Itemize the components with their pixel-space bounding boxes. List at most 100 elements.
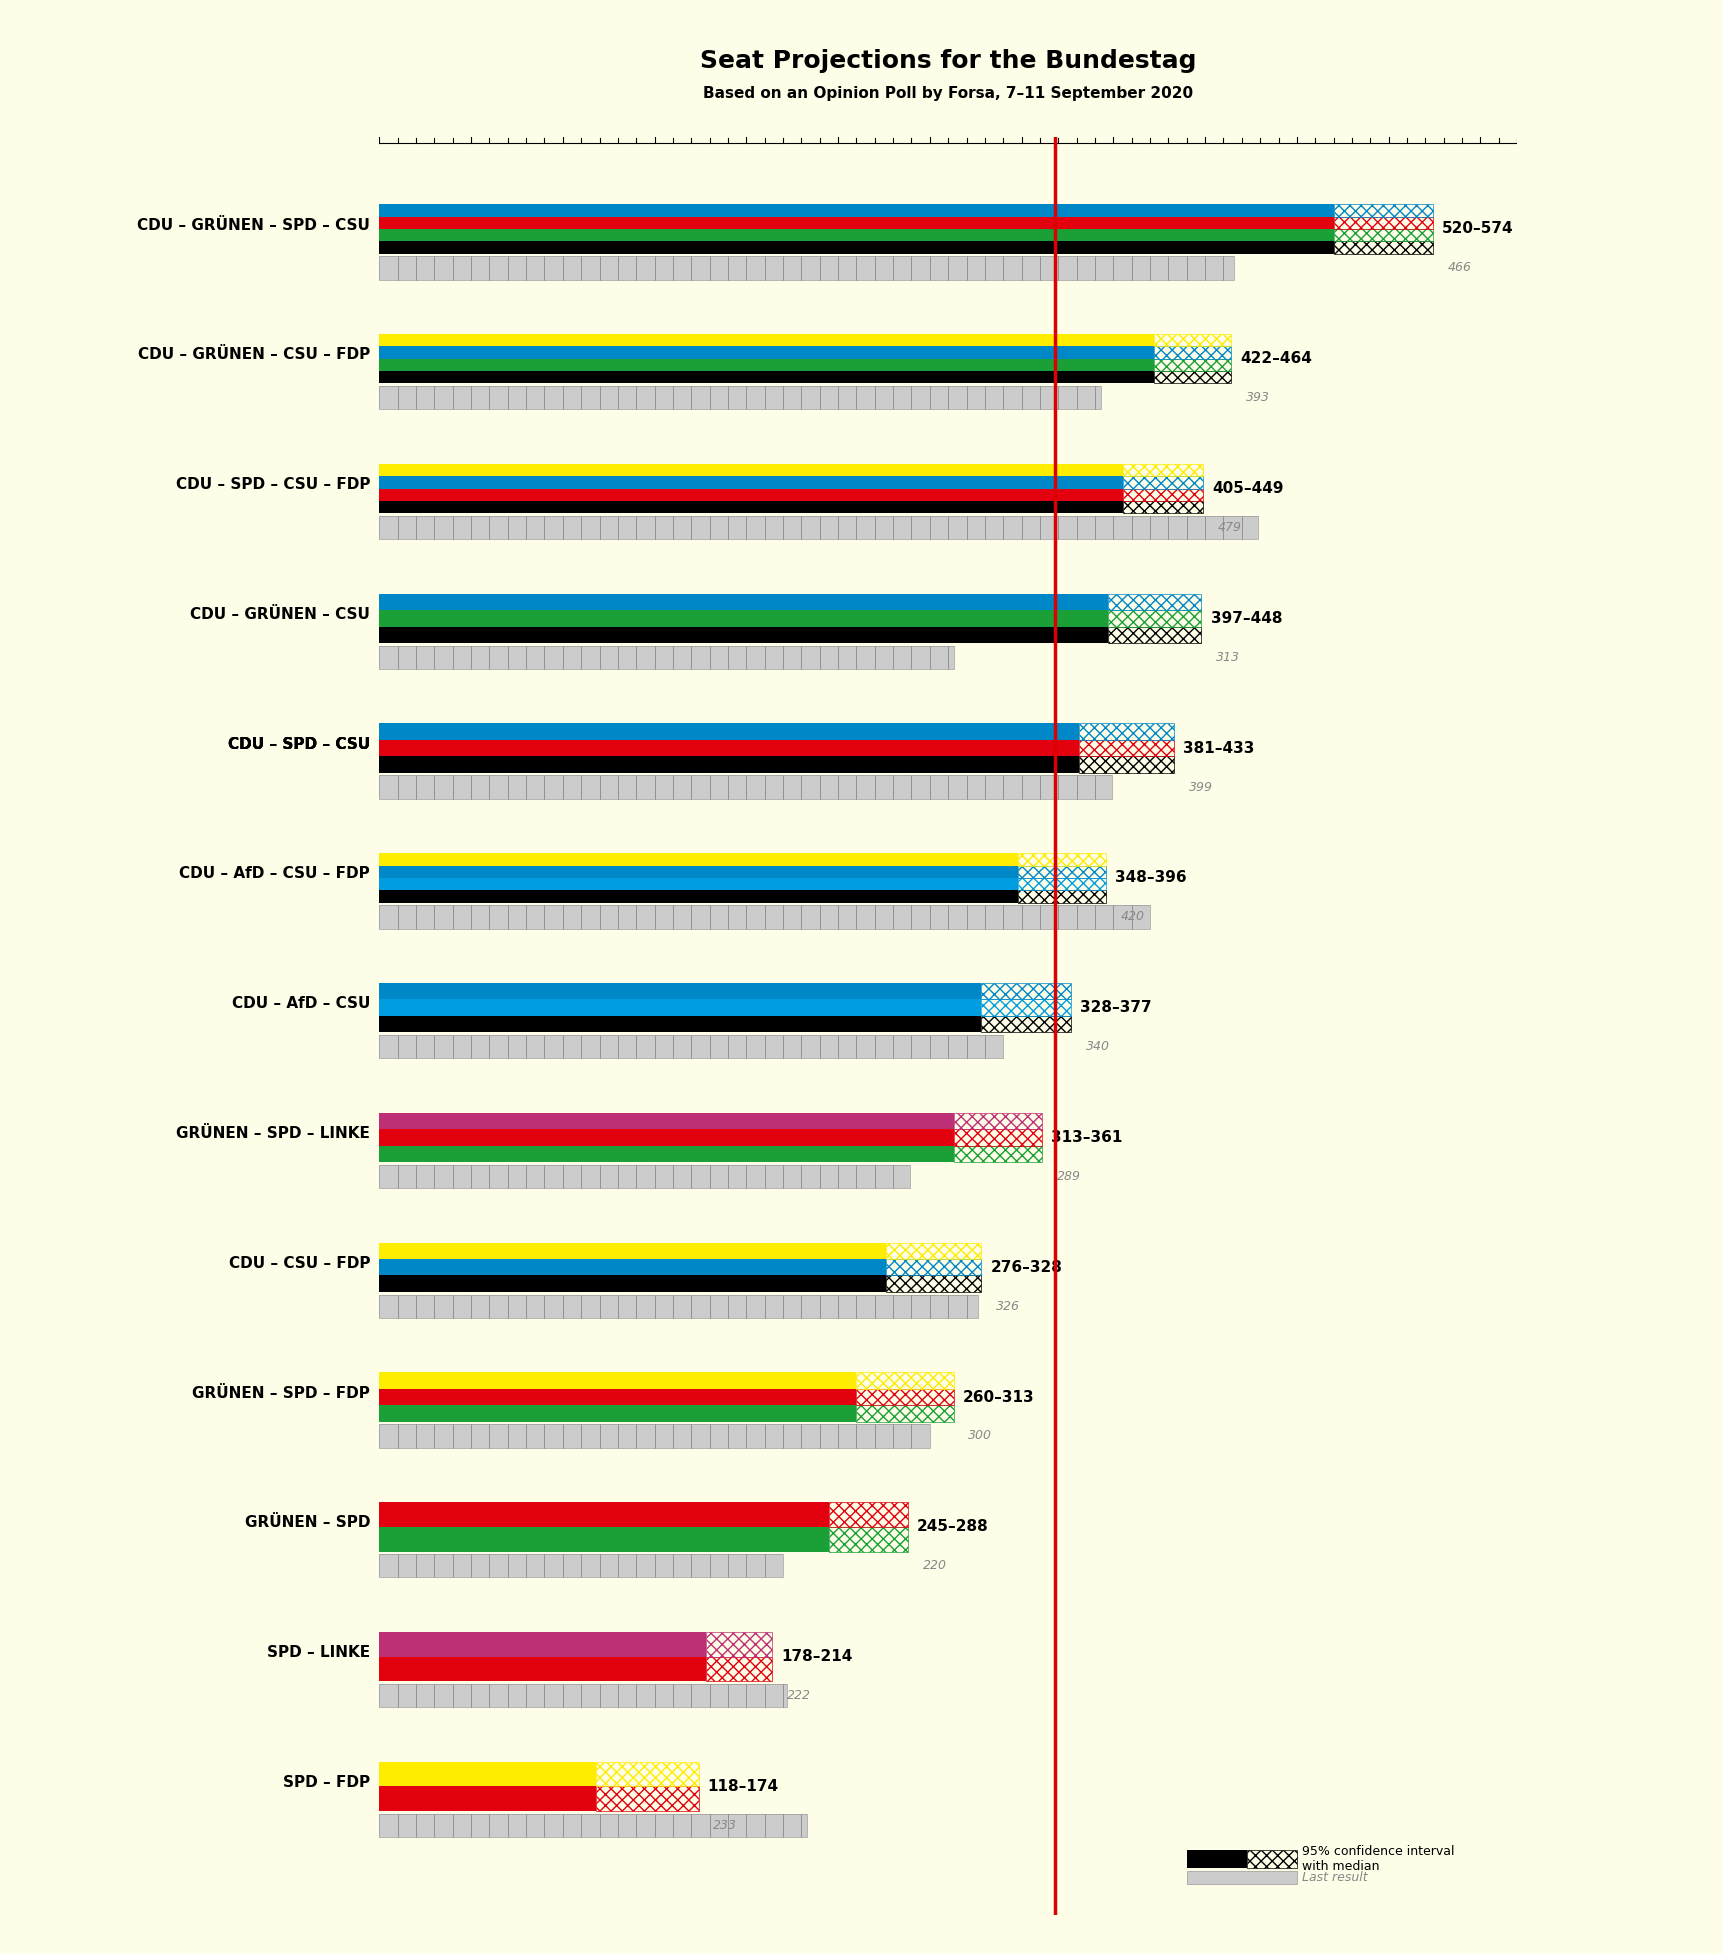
Text: 260–313: 260–313 — [963, 1389, 1034, 1405]
Bar — [1122, 500, 1203, 514]
Bar — [379, 905, 1149, 928]
Bar — [1334, 229, 1432, 240]
Bar — [379, 1657, 705, 1680]
Bar — [379, 488, 1122, 500]
Bar — [980, 998, 1070, 1016]
Text: 245–288: 245–288 — [917, 1520, 989, 1534]
Text: SPD – FDP: SPD – FDP — [283, 1774, 370, 1790]
Bar — [856, 1405, 953, 1423]
Bar — [379, 1813, 806, 1837]
Text: SPD – LINKE: SPD – LINKE — [267, 1645, 370, 1661]
Bar — [379, 1016, 980, 1032]
Bar — [886, 1276, 980, 1292]
Bar — [379, 1258, 886, 1276]
Text: 422–464: 422–464 — [1239, 352, 1311, 365]
Bar — [379, 1553, 782, 1577]
Bar — [596, 1786, 698, 1811]
Bar — [953, 1145, 1041, 1163]
Bar — [1153, 360, 1230, 371]
Bar — [829, 1503, 908, 1526]
Bar — [379, 756, 1079, 772]
Bar — [379, 387, 1099, 408]
Bar — [953, 1114, 1041, 1129]
Bar — [379, 1684, 786, 1708]
Bar — [1017, 877, 1106, 891]
Bar — [953, 1114, 1041, 1129]
Bar — [379, 905, 1149, 928]
Bar — [1153, 346, 1230, 360]
Bar — [379, 1243, 886, 1258]
Bar — [1122, 477, 1203, 488]
Bar — [379, 627, 1108, 643]
Bar — [379, 1036, 1003, 1059]
Bar — [379, 1684, 786, 1708]
Bar — [379, 360, 1153, 371]
Bar — [379, 1424, 929, 1448]
Bar — [379, 229, 1334, 240]
Bar — [379, 1165, 910, 1188]
Bar — [980, 983, 1070, 998]
Bar — [1017, 877, 1106, 891]
Bar — [379, 516, 1258, 539]
Bar — [1153, 334, 1230, 346]
Bar — [379, 500, 1122, 514]
Bar — [1017, 891, 1106, 903]
Bar — [1122, 500, 1203, 514]
Text: 381–433: 381–433 — [1182, 741, 1254, 756]
Bar — [1017, 854, 1106, 866]
Text: 220: 220 — [922, 1559, 946, 1573]
Bar — [1153, 334, 1230, 346]
Bar — [856, 1389, 953, 1405]
Bar — [1185, 1872, 1296, 1884]
Bar — [1079, 723, 1173, 741]
Bar — [705, 1632, 772, 1657]
Text: 300: 300 — [968, 1430, 992, 1442]
Bar — [705, 1632, 772, 1657]
Text: 348–396: 348–396 — [1115, 870, 1185, 885]
Bar — [379, 1786, 596, 1811]
Bar — [1122, 463, 1203, 477]
Bar — [379, 854, 1017, 866]
Bar — [379, 256, 1234, 279]
Bar — [1108, 594, 1201, 610]
Bar — [886, 1258, 980, 1276]
Bar — [1079, 756, 1173, 772]
Bar — [953, 1129, 1041, 1145]
Bar — [1108, 594, 1201, 610]
Bar — [1122, 463, 1203, 477]
Bar — [379, 1165, 910, 1188]
Bar — [1185, 1850, 1247, 1868]
Text: 479: 479 — [1216, 522, 1241, 533]
Bar — [379, 723, 1079, 741]
Bar — [379, 1294, 977, 1317]
Bar — [829, 1526, 908, 1551]
Bar — [1153, 346, 1230, 360]
Bar — [379, 387, 1099, 408]
Bar — [856, 1372, 953, 1389]
Bar — [829, 1503, 908, 1526]
Text: GRÜNEN – SPD: GRÜNEN – SPD — [245, 1516, 370, 1530]
Text: Based on an Opinion Poll by Forsa, 7–11 September 2020: Based on an Opinion Poll by Forsa, 7–11 … — [703, 86, 1192, 102]
Bar — [379, 741, 1079, 756]
Bar — [1108, 610, 1201, 627]
Bar — [1122, 488, 1203, 500]
Bar — [379, 477, 1122, 488]
Text: CDU – CSU – FDP: CDU – CSU – FDP — [229, 1256, 370, 1270]
Bar — [980, 1016, 1070, 1032]
Bar — [980, 983, 1070, 998]
Bar — [705, 1657, 772, 1680]
Bar — [1017, 866, 1106, 877]
Bar — [596, 1763, 698, 1786]
Bar — [596, 1763, 698, 1786]
Bar — [856, 1405, 953, 1423]
Bar — [379, 371, 1153, 383]
Bar — [886, 1258, 980, 1276]
Text: 289: 289 — [1056, 1170, 1080, 1182]
Bar — [1247, 1850, 1296, 1868]
Text: CDU – SPD – CSU: CDU – SPD – CSU — [227, 737, 370, 752]
Bar — [379, 1036, 1003, 1059]
Text: 313–361: 313–361 — [1051, 1129, 1122, 1145]
Bar — [1334, 240, 1432, 254]
Bar — [1334, 217, 1432, 229]
Bar — [1153, 371, 1230, 383]
